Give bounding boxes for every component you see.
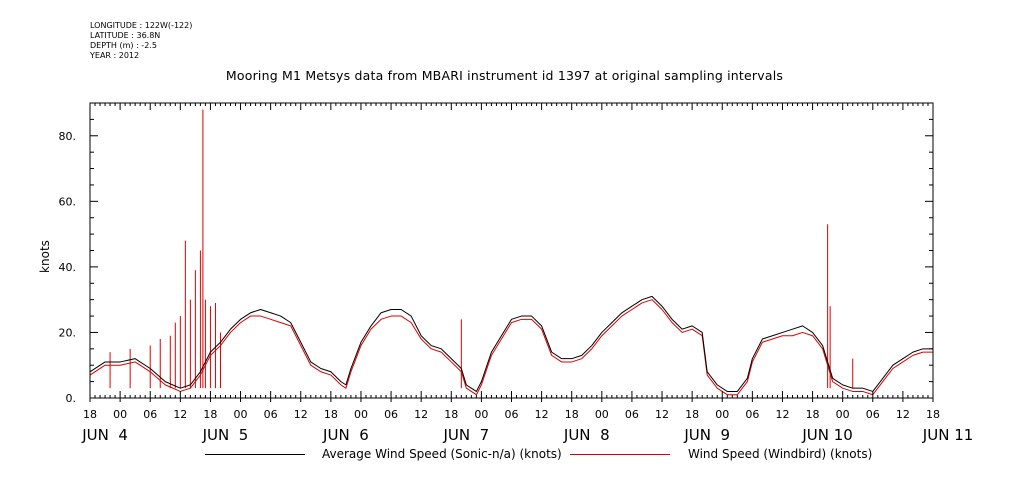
x-hour-tick-label: 06 xyxy=(505,408,519,421)
y-axis-label: knots xyxy=(38,240,52,273)
x-hour-tick-label: 18 xyxy=(83,408,97,421)
legend-line-windbird xyxy=(570,454,670,455)
y-tick-label: 60. xyxy=(59,195,77,208)
latitude-label: LATITUDE : 36.8N xyxy=(90,31,161,40)
x-hour-tick-label: 06 xyxy=(745,408,759,421)
y-tick-label: 40. xyxy=(59,261,77,274)
x-hour-tick-label: 12 xyxy=(775,408,789,421)
x-hour-tick-label: 12 xyxy=(655,408,669,421)
x-hour-tick-label: 06 xyxy=(866,408,880,421)
x-hour-tick-label: 06 xyxy=(625,408,639,421)
x-day-label: JUN 9 xyxy=(683,426,730,444)
x-hour-tick-label: 00 xyxy=(474,408,488,421)
x-hour-tick-label: 18 xyxy=(565,408,579,421)
y-tick-label: 0. xyxy=(66,392,77,405)
x-day-label: JUN 5 xyxy=(202,426,249,444)
x-day-label: JUN 6 xyxy=(322,426,369,444)
x-hour-tick-label: 12 xyxy=(535,408,549,421)
x-hour-tick-label: 00 xyxy=(595,408,609,421)
x-hour-tick-label: 18 xyxy=(685,408,699,421)
x-day-label: JUN 4 xyxy=(81,426,128,444)
x-hour-tick-label: 06 xyxy=(384,408,398,421)
x-hour-tick-label: 12 xyxy=(173,408,187,421)
sonic-series-line xyxy=(89,295,934,392)
metadata-block: LONGITUDE : 122W(-122) LATITUDE : 36.8N … xyxy=(90,21,192,61)
year-label: YEAR : 2012 xyxy=(90,51,140,60)
x-hour-tick-label: 12 xyxy=(294,408,308,421)
legend-line-sonic xyxy=(205,454,305,455)
x-hour-tick-label: 12 xyxy=(414,408,428,421)
x-hour-tick-label: 00 xyxy=(113,408,127,421)
x-hour-tick-label: 00 xyxy=(354,408,368,421)
x-day-label: JUN 7 xyxy=(442,426,489,444)
x-hour-tick-label: 06 xyxy=(264,408,278,421)
chart-title: Mooring M1 Metsys data from MBARI instru… xyxy=(225,68,784,83)
x-hour-tick-label: 00 xyxy=(836,408,850,421)
windbird-series-line xyxy=(89,299,934,396)
x-hour-tick-label: 18 xyxy=(806,408,820,421)
x-hour-tick-label: 00 xyxy=(234,408,248,421)
y-tick-label: 20. xyxy=(59,326,77,339)
x-hour-tick-label: 18 xyxy=(444,408,458,421)
x-hour-tick-label: 18 xyxy=(203,408,217,421)
plot-frame xyxy=(89,102,934,399)
y-tick-label: 80. xyxy=(59,130,77,143)
longitude-label: LONGITUDE : 122W(-122) xyxy=(90,21,193,30)
x-day-label: JUN 8 xyxy=(563,426,610,444)
x-hour-tick-label: 18 xyxy=(926,408,940,421)
legend-label-windbird: Wind Speed (Windbird) (knots) xyxy=(688,447,873,461)
depth-label: DEPTH (m) : -2.5 xyxy=(90,41,157,50)
x-hour-tick-label: 18 xyxy=(324,408,338,421)
x-hour-tick-label: 12 xyxy=(896,408,910,421)
x-day-label: JUN 11 xyxy=(922,426,973,444)
x-hour-tick-label: 06 xyxy=(143,408,157,421)
x-day-label: JUN 10 xyxy=(801,426,852,444)
x-hour-tick-label: 00 xyxy=(715,408,729,421)
legend-label-sonic: Average Wind Speed (Sonic-n/a) (knots) xyxy=(322,447,562,461)
